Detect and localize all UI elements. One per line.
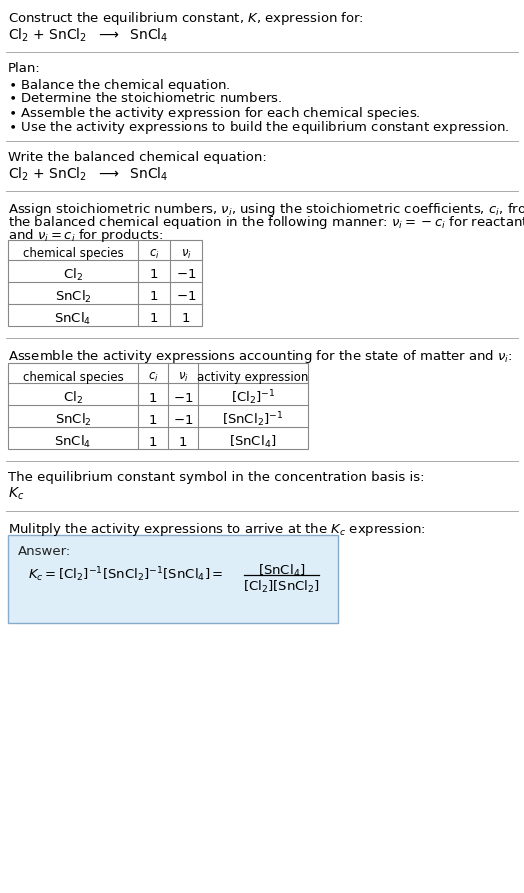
Text: The equilibrium constant symbol in the concentration basis is:: The equilibrium constant symbol in the c… <box>8 471 424 484</box>
Text: 1: 1 <box>149 391 157 405</box>
Text: $\mathrm{SnCl_4}$: $\mathrm{SnCl_4}$ <box>54 434 92 450</box>
Text: $c_i$: $c_i$ <box>148 371 158 384</box>
Text: Mulitply the activity expressions to arrive at the $K_c$ expression:: Mulitply the activity expressions to arr… <box>8 521 426 538</box>
Text: $\nu_i$: $\nu_i$ <box>181 247 191 261</box>
Text: 1: 1 <box>179 436 187 448</box>
Text: activity expression: activity expression <box>198 371 309 383</box>
Text: 1: 1 <box>149 436 157 448</box>
Text: $\mathrm{SnCl_2}$: $\mathrm{SnCl_2}$ <box>54 289 91 305</box>
Text: Write the balanced chemical equation:: Write the balanced chemical equation: <box>8 151 267 164</box>
Text: Plan:: Plan: <box>8 62 41 75</box>
Text: $-1$: $-1$ <box>176 290 196 304</box>
Text: $\bullet$ Balance the chemical equation.: $\bullet$ Balance the chemical equation. <box>8 77 231 94</box>
Text: Assemble the activity expressions accounting for the state of matter and $\nu_i$: Assemble the activity expressions accoun… <box>8 348 512 365</box>
Text: $-1$: $-1$ <box>176 269 196 281</box>
Text: $\mathrm{SnCl_2}$: $\mathrm{SnCl_2}$ <box>54 412 91 428</box>
Text: $K_c$: $K_c$ <box>8 486 24 503</box>
Text: $[\mathrm{Cl_2}]^{-1}$: $[\mathrm{Cl_2}]^{-1}$ <box>231 388 275 407</box>
Text: $[\mathrm{SnCl_4}]$: $[\mathrm{SnCl_4}]$ <box>258 563 305 579</box>
Text: $\mathrm{Cl_2}$ + $\mathrm{SnCl_2}$  $\longrightarrow$  $\mathrm{SnCl_4}$: $\mathrm{Cl_2}$ + $\mathrm{SnCl_2}$ $\lo… <box>8 27 168 45</box>
Text: Answer:: Answer: <box>18 545 71 558</box>
Text: $\bullet$ Determine the stoichiometric numbers.: $\bullet$ Determine the stoichiometric n… <box>8 91 282 105</box>
Text: $\mathrm{Cl_2}$ + $\mathrm{SnCl_2}$  $\longrightarrow$  $\mathrm{SnCl_4}$: $\mathrm{Cl_2}$ + $\mathrm{SnCl_2}$ $\lo… <box>8 166 168 183</box>
Text: Assign stoichiometric numbers, $\nu_i$, using the stoichiometric coefficients, $: Assign stoichiometric numbers, $\nu_i$, … <box>8 201 524 218</box>
Text: 1: 1 <box>150 269 158 281</box>
Text: 1: 1 <box>150 313 158 326</box>
Text: $\bullet$ Assemble the activity expression for each chemical species.: $\bullet$ Assemble the activity expressi… <box>8 105 421 122</box>
Text: $[\mathrm{SnCl_4}]$: $[\mathrm{SnCl_4}]$ <box>230 434 277 450</box>
Text: chemical species: chemical species <box>23 371 123 383</box>
Text: the balanced chemical equation in the following manner: $\nu_i = -c_i$ for react: the balanced chemical equation in the fo… <box>8 214 524 231</box>
Text: chemical species: chemical species <box>23 247 123 261</box>
Text: Construct the equilibrium constant, $K$, expression for:: Construct the equilibrium constant, $K$,… <box>8 10 364 27</box>
Text: 1: 1 <box>149 413 157 427</box>
Text: 1: 1 <box>182 313 190 326</box>
Bar <box>8 535 338 623</box>
Text: $K_c = [\mathrm{Cl_2}]^{-1} [\mathrm{SnCl_2}]^{-1} [\mathrm{SnCl_4}] =$: $K_c = [\mathrm{Cl_2}]^{-1} [\mathrm{SnC… <box>28 565 223 584</box>
Text: $c_i$: $c_i$ <box>149 247 159 261</box>
Text: $\mathrm{Cl_2}$: $\mathrm{Cl_2}$ <box>63 267 83 283</box>
Text: and $\nu_i = c_i$ for products:: and $\nu_i = c_i$ for products: <box>8 227 163 244</box>
Text: $\bullet$ Use the activity expressions to build the equilibrium constant express: $\bullet$ Use the activity expressions t… <box>8 119 509 136</box>
Bar <box>8 363 308 449</box>
Text: $\nu_i$: $\nu_i$ <box>178 371 189 384</box>
Text: $\mathrm{SnCl_4}$: $\mathrm{SnCl_4}$ <box>54 311 92 327</box>
Bar <box>8 240 202 326</box>
Text: $[\mathrm{Cl_2}][\mathrm{SnCl_2}]$: $[\mathrm{Cl_2}][\mathrm{SnCl_2}]$ <box>243 579 320 595</box>
Text: $\mathrm{Cl_2}$: $\mathrm{Cl_2}$ <box>63 390 83 406</box>
Text: $-1$: $-1$ <box>173 391 193 405</box>
Text: $[\mathrm{SnCl_2}]^{-1}$: $[\mathrm{SnCl_2}]^{-1}$ <box>222 411 283 430</box>
Text: $-1$: $-1$ <box>173 413 193 427</box>
Text: 1: 1 <box>150 290 158 304</box>
